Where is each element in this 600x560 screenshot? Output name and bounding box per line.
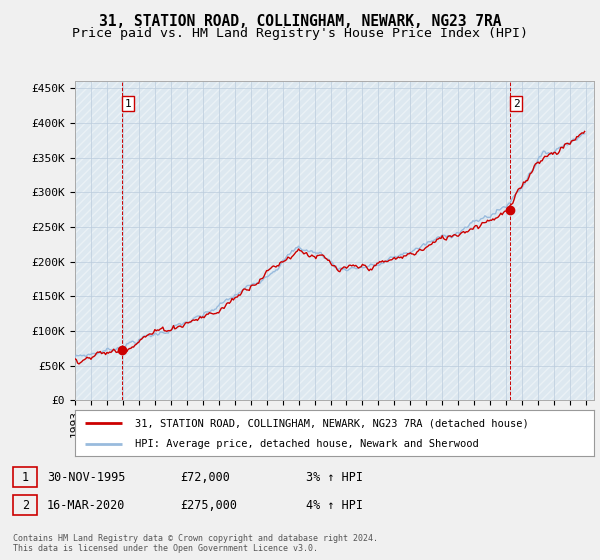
Text: 1: 1 xyxy=(22,470,29,484)
Text: 30-NOV-1995: 30-NOV-1995 xyxy=(47,470,125,484)
Text: £275,000: £275,000 xyxy=(180,498,237,512)
Text: 1: 1 xyxy=(125,99,131,109)
Text: Contains HM Land Registry data © Crown copyright and database right 2024.
This d: Contains HM Land Registry data © Crown c… xyxy=(13,534,378,553)
Text: 2: 2 xyxy=(22,498,29,512)
Text: 4% ↑ HPI: 4% ↑ HPI xyxy=(306,498,363,512)
Text: 3% ↑ HPI: 3% ↑ HPI xyxy=(306,470,363,484)
Text: 31, STATION ROAD, COLLINGHAM, NEWARK, NG23 7RA: 31, STATION ROAD, COLLINGHAM, NEWARK, NG… xyxy=(99,14,501,29)
Text: Price paid vs. HM Land Registry's House Price Index (HPI): Price paid vs. HM Land Registry's House … xyxy=(72,27,528,40)
Text: 16-MAR-2020: 16-MAR-2020 xyxy=(47,498,125,512)
Text: 2: 2 xyxy=(513,99,520,109)
Text: 31, STATION ROAD, COLLINGHAM, NEWARK, NG23 7RA (detached house): 31, STATION ROAD, COLLINGHAM, NEWARK, NG… xyxy=(134,418,529,428)
Text: £72,000: £72,000 xyxy=(180,470,230,484)
Text: HPI: Average price, detached house, Newark and Sherwood: HPI: Average price, detached house, Newa… xyxy=(134,440,478,450)
